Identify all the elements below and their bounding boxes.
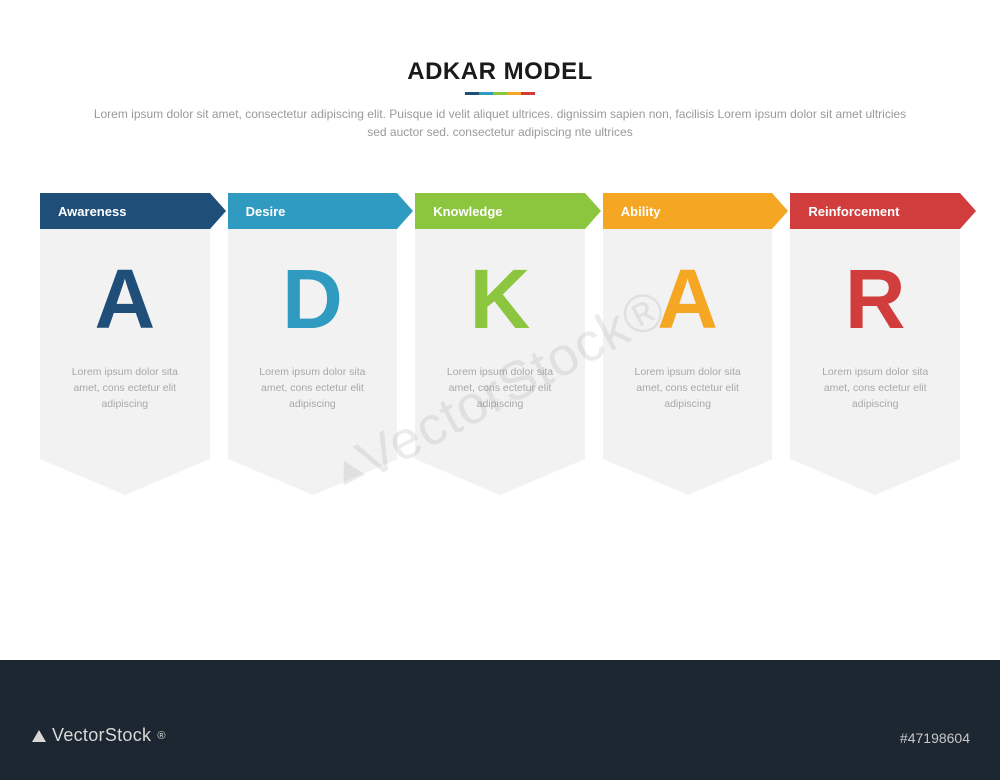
stage-card: R Lorem ipsum dolor sita amet, cons ecte… <box>790 229 960 459</box>
stage-letter: D <box>242 257 384 341</box>
stage-desc: Lorem ipsum dolor sita amet, cons ectetu… <box>242 365 384 412</box>
stage-label: Knowledge <box>433 204 502 219</box>
stage-letter: K <box>429 257 571 341</box>
subtitle: Lorem ipsum dolor sit amet, consectetur … <box>90 105 910 141</box>
image-id: #47198604 <box>900 730 970 746</box>
stage-card: D Lorem ipsum dolor sita amet, cons ecte… <box>228 229 398 459</box>
stage-desire: Desire D Lorem ipsum dolor sita amet, co… <box>228 193 398 459</box>
footer-bar: VectorStock ® #47198604 <box>0 660 1000 780</box>
stage-header: Knowledge <box>415 193 585 229</box>
stage-card: A Lorem ipsum dolor sita amet, cons ecte… <box>603 229 773 459</box>
underline-seg <box>507 92 521 95</box>
stage-label: Ability <box>621 204 661 219</box>
stage-letter: A <box>617 257 759 341</box>
stage-header: Ability <box>603 193 773 229</box>
brand: VectorStock ® <box>34 725 166 746</box>
brand-suffix: ® <box>157 730 165 742</box>
stage-card: K Lorem ipsum dolor sita amet, cons ecte… <box>415 229 585 459</box>
page-title: ADKAR MODEL <box>0 58 1000 86</box>
stage-header: Desire <box>228 193 398 229</box>
stage-letter: R <box>804 257 946 341</box>
underline-seg <box>493 92 507 95</box>
stage-header: Reinforcement <box>790 193 960 229</box>
underline-seg <box>521 92 535 95</box>
underline-seg <box>479 92 493 95</box>
stage-label: Reinforcement <box>808 204 899 219</box>
stage-reinforcement: Reinforcement R Lorem ipsum dolor sita a… <box>790 193 960 459</box>
brand-text: VectorStock <box>52 725 151 746</box>
stage-desc: Lorem ipsum dolor sita amet, cons ectetu… <box>617 365 759 412</box>
brand-logo-icon <box>32 730 46 742</box>
stage-letter: A <box>54 257 196 341</box>
stage-card: A Lorem ipsum dolor sita amet, cons ecte… <box>40 229 210 459</box>
stage-desc: Lorem ipsum dolor sita amet, cons ectetu… <box>429 365 571 412</box>
title-underline <box>465 92 535 95</box>
stage-label: Desire <box>246 204 286 219</box>
underline-seg <box>465 92 479 95</box>
stage-knowledge: Knowledge K Lorem ipsum dolor sita amet,… <box>415 193 585 459</box>
header: ADKAR MODEL Lorem ipsum dolor sit amet, … <box>0 0 1000 141</box>
stages-row: Awareness A Lorem ipsum dolor sita amet,… <box>0 193 1000 459</box>
stage-desc: Lorem ipsum dolor sita amet, cons ectetu… <box>804 365 946 412</box>
stage-ability: Ability A Lorem ipsum dolor sita amet, c… <box>603 193 773 459</box>
stage-header: Awareness <box>40 193 210 229</box>
stage-awareness: Awareness A Lorem ipsum dolor sita amet,… <box>40 193 210 459</box>
stage-desc: Lorem ipsum dolor sita amet, cons ectetu… <box>54 365 196 412</box>
stage-label: Awareness <box>58 204 126 219</box>
